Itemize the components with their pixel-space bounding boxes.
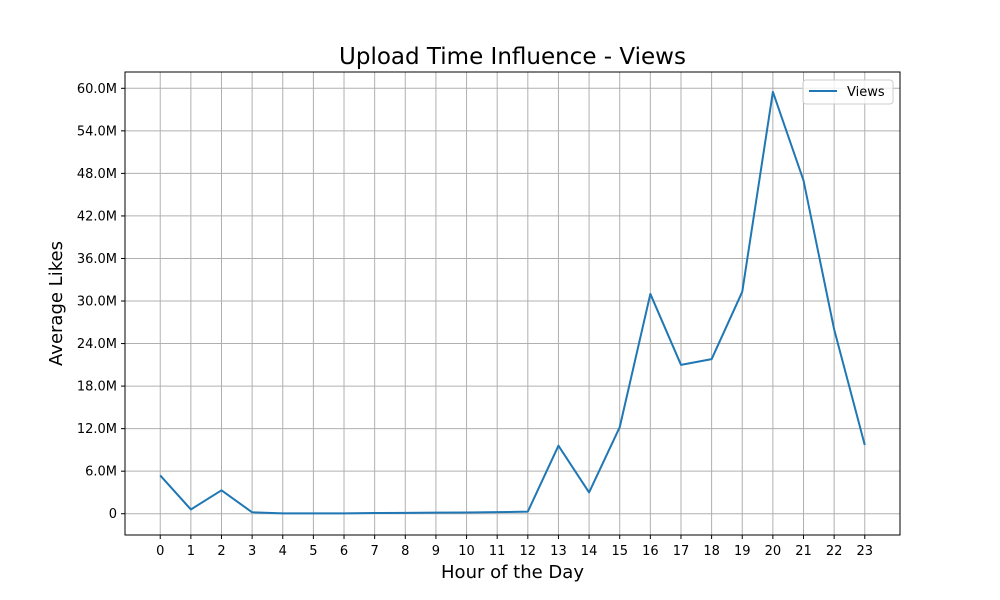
x-tick-label: 11 [489, 544, 506, 559]
x-tick-label: 5 [309, 544, 317, 559]
x-tick-label: 8 [401, 544, 409, 559]
y-tick-label: 6.0M [85, 465, 117, 480]
x-tick-label: 23 [856, 544, 873, 559]
x-tick-label: 9 [432, 544, 440, 559]
x-tick-label: 18 [703, 544, 720, 559]
y-axis-label: Average Likes [46, 241, 67, 366]
legend-box [802, 79, 894, 105]
chart-title: Upload Time Influence - Views [339, 44, 686, 70]
y-tick-label: 48.0M [77, 167, 117, 182]
y-tick-label: 42.0M [77, 209, 117, 224]
x-tick-label: 3 [248, 544, 256, 559]
x-tick-label: 0 [156, 544, 164, 559]
y-tick-label: 54.0M [77, 124, 117, 139]
x-tick-label: 20 [765, 544, 782, 559]
y-tick-label: 24.0M [77, 337, 117, 352]
y-tick-label: 36.0M [77, 252, 117, 267]
legend: Views [802, 79, 894, 105]
y-tick-label: 18.0M [77, 380, 117, 395]
x-tick-label: 2 [217, 544, 225, 559]
x-tick-label: 1 [187, 544, 195, 559]
y-tick-label: 12.0M [77, 422, 117, 437]
x-tick-label: 10 [458, 544, 475, 559]
x-tick-label: 17 [673, 544, 690, 559]
series-line-views [159, 90, 866, 515]
x-axis-label: Hour of the Day [441, 562, 584, 583]
x-tick-label: 16 [642, 544, 659, 559]
x-tick-label: 6 [340, 544, 348, 559]
x-tick-label: 14 [581, 544, 598, 559]
x-tick-label: 13 [550, 544, 567, 559]
plot-area-frame [124, 71, 901, 536]
legend-label-views: Views [847, 85, 885, 100]
y-tick-label: 60.0M [77, 82, 117, 97]
x-tick-label: 19 [734, 544, 751, 559]
x-tick-label: 12 [520, 544, 537, 559]
x-tick-label: 7 [371, 544, 379, 559]
x-tick-label: 15 [611, 544, 628, 559]
x-tick-label: 21 [795, 544, 812, 559]
y-tick-label: 30.0M [77, 295, 117, 310]
x-tick-label: 22 [826, 544, 843, 559]
y-tick-label: 0 [109, 507, 117, 522]
x-tick-label: 4 [279, 544, 287, 559]
